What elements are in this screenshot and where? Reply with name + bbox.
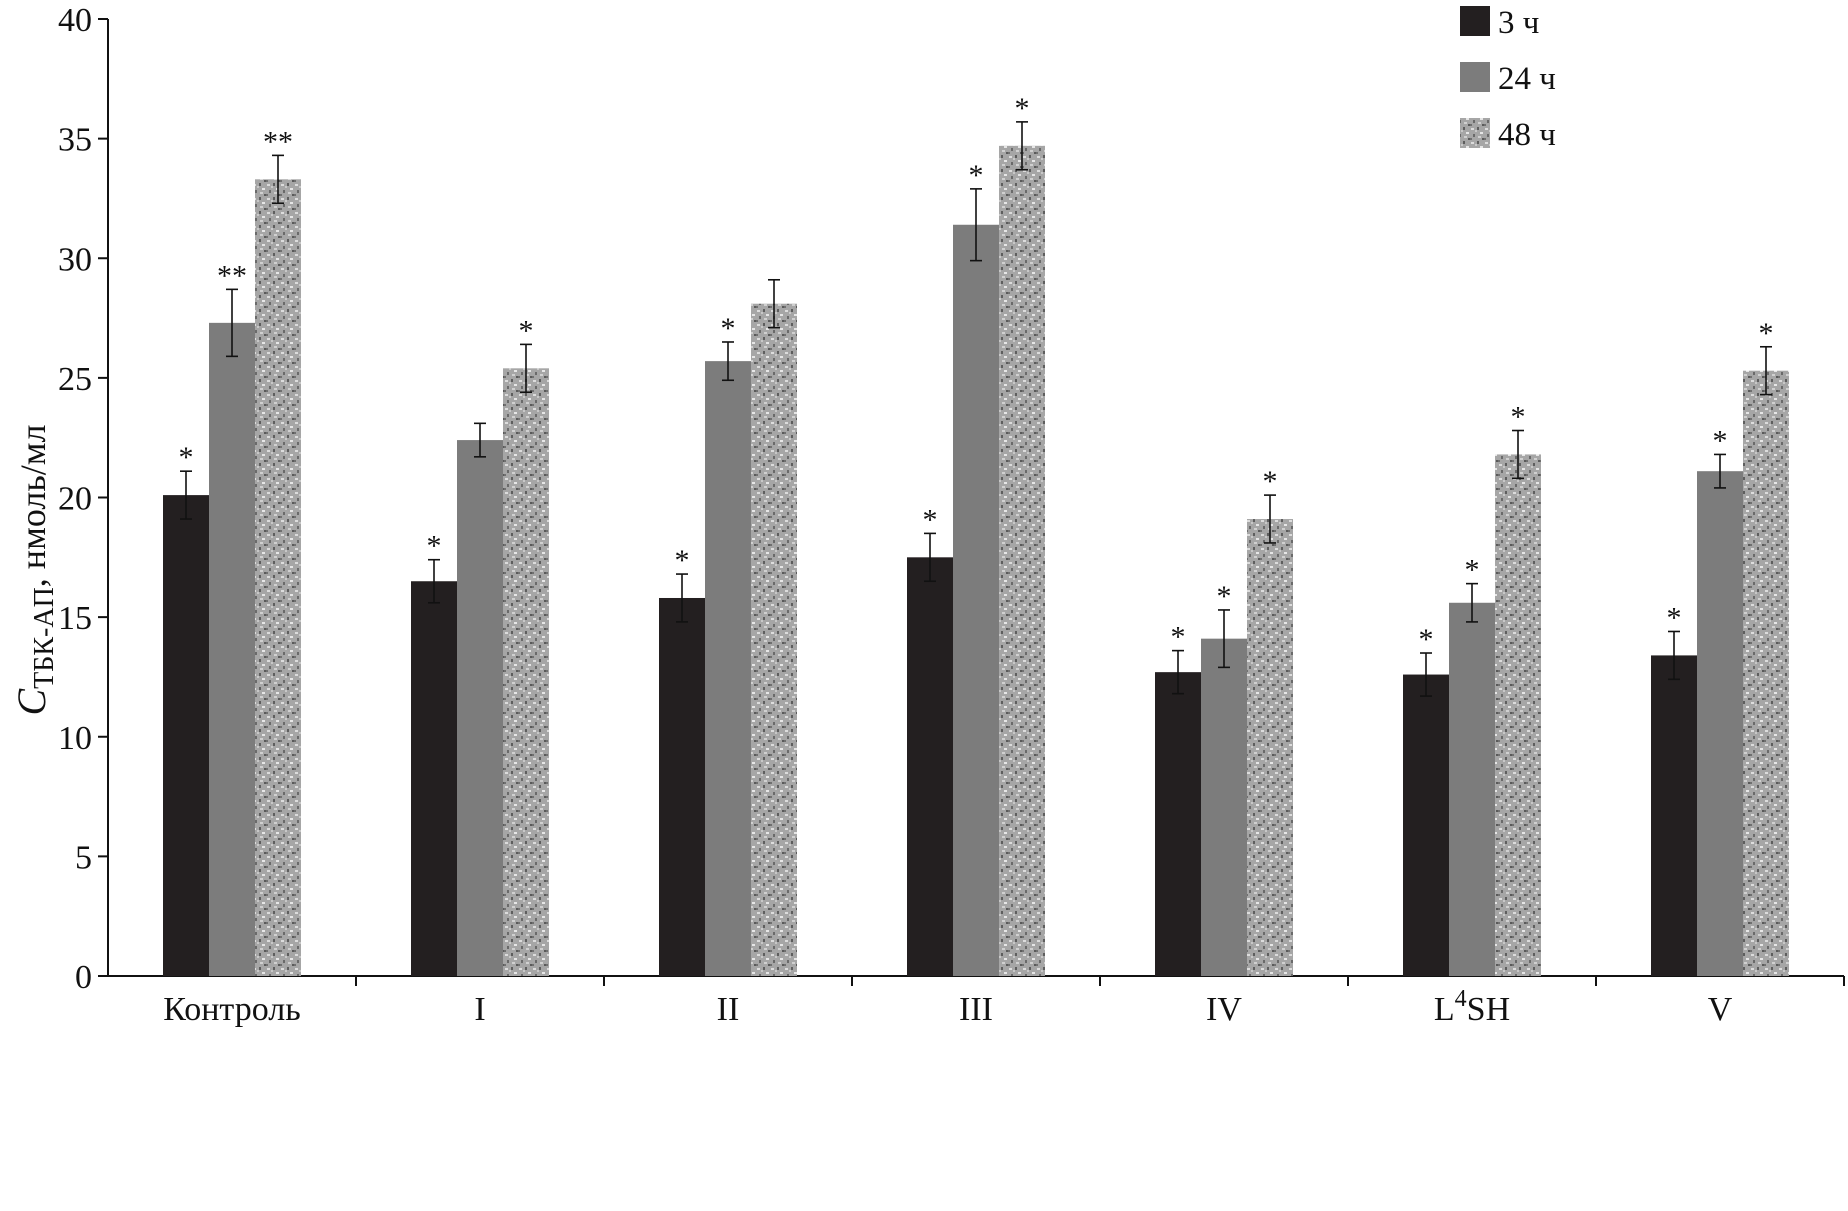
x-category-label-text: I bbox=[474, 991, 485, 1028]
significance-mark: * bbox=[427, 530, 442, 563]
bar bbox=[1743, 370, 1789, 976]
bar bbox=[705, 361, 751, 976]
bar bbox=[1449, 602, 1495, 976]
bar bbox=[503, 368, 549, 976]
y-axis-label-symbol: C bbox=[9, 688, 54, 716]
x-category-label-text: V bbox=[1708, 991, 1733, 1028]
bar bbox=[209, 322, 255, 976]
bar bbox=[1155, 672, 1201, 976]
significance-mark: * bbox=[1263, 465, 1278, 498]
significance-mark: * bbox=[923, 503, 938, 536]
legend-label: 3 ч bbox=[1498, 5, 1539, 41]
y-tick-label: 0 bbox=[75, 959, 92, 996]
bar bbox=[999, 145, 1045, 977]
x-category-label: V bbox=[1708, 991, 1733, 1028]
significance-mark: * bbox=[1713, 424, 1728, 457]
x-category-label-text: III bbox=[959, 991, 993, 1028]
legend-label: 48 ч bbox=[1498, 117, 1556, 153]
y-axis-label: CТБК-АП, нмоль/мл bbox=[9, 424, 60, 715]
significance-mark: * bbox=[1419, 623, 1434, 656]
bar bbox=[1697, 471, 1743, 976]
legend-swatch bbox=[1460, 62, 1490, 92]
x-category-label: L4SH bbox=[1434, 986, 1510, 1028]
bar bbox=[1201, 638, 1247, 976]
significance-mark: * bbox=[1465, 554, 1480, 587]
bar bbox=[953, 224, 999, 976]
significance-mark: * bbox=[1667, 601, 1682, 634]
x-category-label-sup: 4 bbox=[1455, 986, 1467, 1012]
legend-swatch bbox=[1460, 118, 1490, 148]
y-tick-label: 5 bbox=[75, 839, 92, 876]
x-category-label: I bbox=[474, 991, 485, 1028]
bar bbox=[255, 179, 301, 977]
y-tick-label: 40 bbox=[58, 2, 92, 39]
y-axis: 0 5 10 15 20 25 30 35 40 bbox=[58, 2, 109, 996]
x-category-label: II bbox=[717, 991, 740, 1028]
significance-mark: * bbox=[1171, 621, 1186, 654]
significance-mark: * bbox=[1759, 317, 1774, 350]
bar bbox=[907, 557, 953, 976]
y-tick-label: 15 bbox=[58, 600, 92, 637]
bar bbox=[1495, 454, 1541, 976]
bar bbox=[411, 581, 457, 976]
x-axis: Контроль I II III IV L4SH V bbox=[108, 975, 1845, 1028]
legend-swatch bbox=[1460, 6, 1490, 36]
significance-mark: * bbox=[519, 314, 534, 347]
x-category-label: Контроль bbox=[163, 991, 300, 1028]
x-category-label-text: IV bbox=[1206, 991, 1242, 1028]
y-tick-label: 35 bbox=[58, 122, 92, 159]
significance-mark: * bbox=[969, 159, 984, 192]
bars: ** *** **************** bbox=[163, 92, 1789, 977]
y-tick-label: 20 bbox=[58, 481, 92, 518]
bar bbox=[1247, 519, 1293, 976]
x-category-label-text: II bbox=[717, 991, 740, 1028]
y-axis-label-units: , нмоль/мл bbox=[13, 424, 53, 587]
legend: 3 ч 24 ч 48 ч bbox=[1460, 5, 1556, 153]
significance-mark: * bbox=[1511, 401, 1526, 434]
significance-mark: ** bbox=[217, 259, 247, 292]
y-tick-label: 25 bbox=[58, 361, 92, 398]
significance-mark: * bbox=[1217, 580, 1232, 613]
y-tick-label: 30 bbox=[58, 241, 92, 278]
y-tick-label: 10 bbox=[58, 720, 92, 757]
x-category-label-text: Контроль bbox=[163, 991, 300, 1028]
x-category-label-text: L bbox=[1434, 991, 1455, 1028]
significance-mark: ** bbox=[263, 125, 293, 158]
bar bbox=[1651, 655, 1697, 976]
bar bbox=[659, 597, 705, 976]
significance-mark: * bbox=[179, 441, 194, 474]
x-category-label-tail: SH bbox=[1467, 991, 1510, 1028]
bar bbox=[163, 495, 209, 976]
significance-mark: * bbox=[1015, 92, 1030, 125]
significance-mark: * bbox=[721, 312, 736, 345]
bar bbox=[1403, 674, 1449, 976]
x-category-label: III bbox=[959, 991, 993, 1028]
significance-mark: * bbox=[675, 544, 690, 577]
bar bbox=[751, 303, 797, 976]
legend-label: 24 ч bbox=[1498, 61, 1556, 97]
x-category-label: IV bbox=[1206, 991, 1242, 1028]
bar bbox=[457, 440, 503, 977]
y-axis-label-subscript: ТБК-АП bbox=[29, 587, 60, 689]
